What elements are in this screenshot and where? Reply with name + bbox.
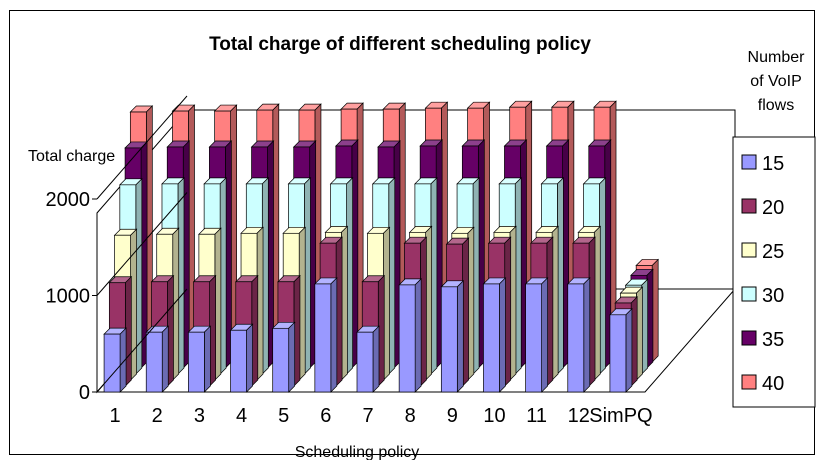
legend-title-line: Number xyxy=(748,49,806,66)
legend-label: 30 xyxy=(762,285,784,307)
legend-title-line: flows xyxy=(758,97,794,114)
legend-label: 15 xyxy=(762,153,784,175)
legend-title-line: of VoIP xyxy=(750,73,802,90)
legend-label: 25 xyxy=(762,241,784,263)
legend-label: 40 xyxy=(762,373,784,395)
x-axis-title: Scheduling policy xyxy=(295,444,420,460)
x-tick-label: 8 xyxy=(405,405,416,427)
bar xyxy=(566,277,591,393)
legend-swatch xyxy=(741,286,757,302)
y-axis-title: Total charge xyxy=(28,148,115,165)
bar xyxy=(356,325,380,393)
bars-group xyxy=(103,100,660,393)
y-gridline xyxy=(96,192,188,296)
y-gridline xyxy=(96,95,188,200)
chart-title: Total charge of different scheduling pol… xyxy=(209,34,591,55)
x-tick-label: 1 xyxy=(110,405,121,427)
bar xyxy=(609,307,633,393)
legend-swatch xyxy=(741,330,757,346)
y-tick-label: 0 xyxy=(79,382,90,404)
legend-swatch xyxy=(741,374,757,390)
bar xyxy=(103,327,127,393)
x-tick-label: 5 xyxy=(278,405,289,427)
y-tick-label: 2000 xyxy=(46,189,91,211)
legend: Number of VoIP flows 15 20 25 30 35 40 xyxy=(732,49,816,408)
bar xyxy=(229,323,254,393)
bar xyxy=(314,277,338,393)
x-tick-label: 7 xyxy=(362,405,373,427)
legend-swatch xyxy=(741,242,757,258)
bar xyxy=(271,321,296,393)
x-tick-label: 4 xyxy=(236,405,247,427)
legend-swatch xyxy=(741,198,757,214)
bar xyxy=(440,279,465,393)
x-tick-label: 9 xyxy=(447,405,458,427)
x-tick-label: 6 xyxy=(320,405,331,427)
x-tick-label: 11 xyxy=(526,405,547,427)
bar xyxy=(482,277,507,393)
legend-swatch xyxy=(741,154,757,170)
legend-box xyxy=(732,136,816,408)
x-tick-label: SimPQ xyxy=(589,405,652,427)
x-tick-label: 2 xyxy=(152,405,163,427)
bar xyxy=(187,325,212,393)
legend-label: 20 xyxy=(762,197,784,219)
legend-label: 35 xyxy=(762,329,784,351)
x-tick-label: 12 xyxy=(568,405,590,427)
bar xyxy=(145,325,170,393)
x-tick-label: 10 xyxy=(483,405,505,427)
y-gridline xyxy=(96,288,188,393)
bar xyxy=(524,277,549,393)
bar xyxy=(398,278,422,393)
x-tick-label: 3 xyxy=(194,405,205,427)
y-tick-label: 1000 xyxy=(46,286,91,308)
